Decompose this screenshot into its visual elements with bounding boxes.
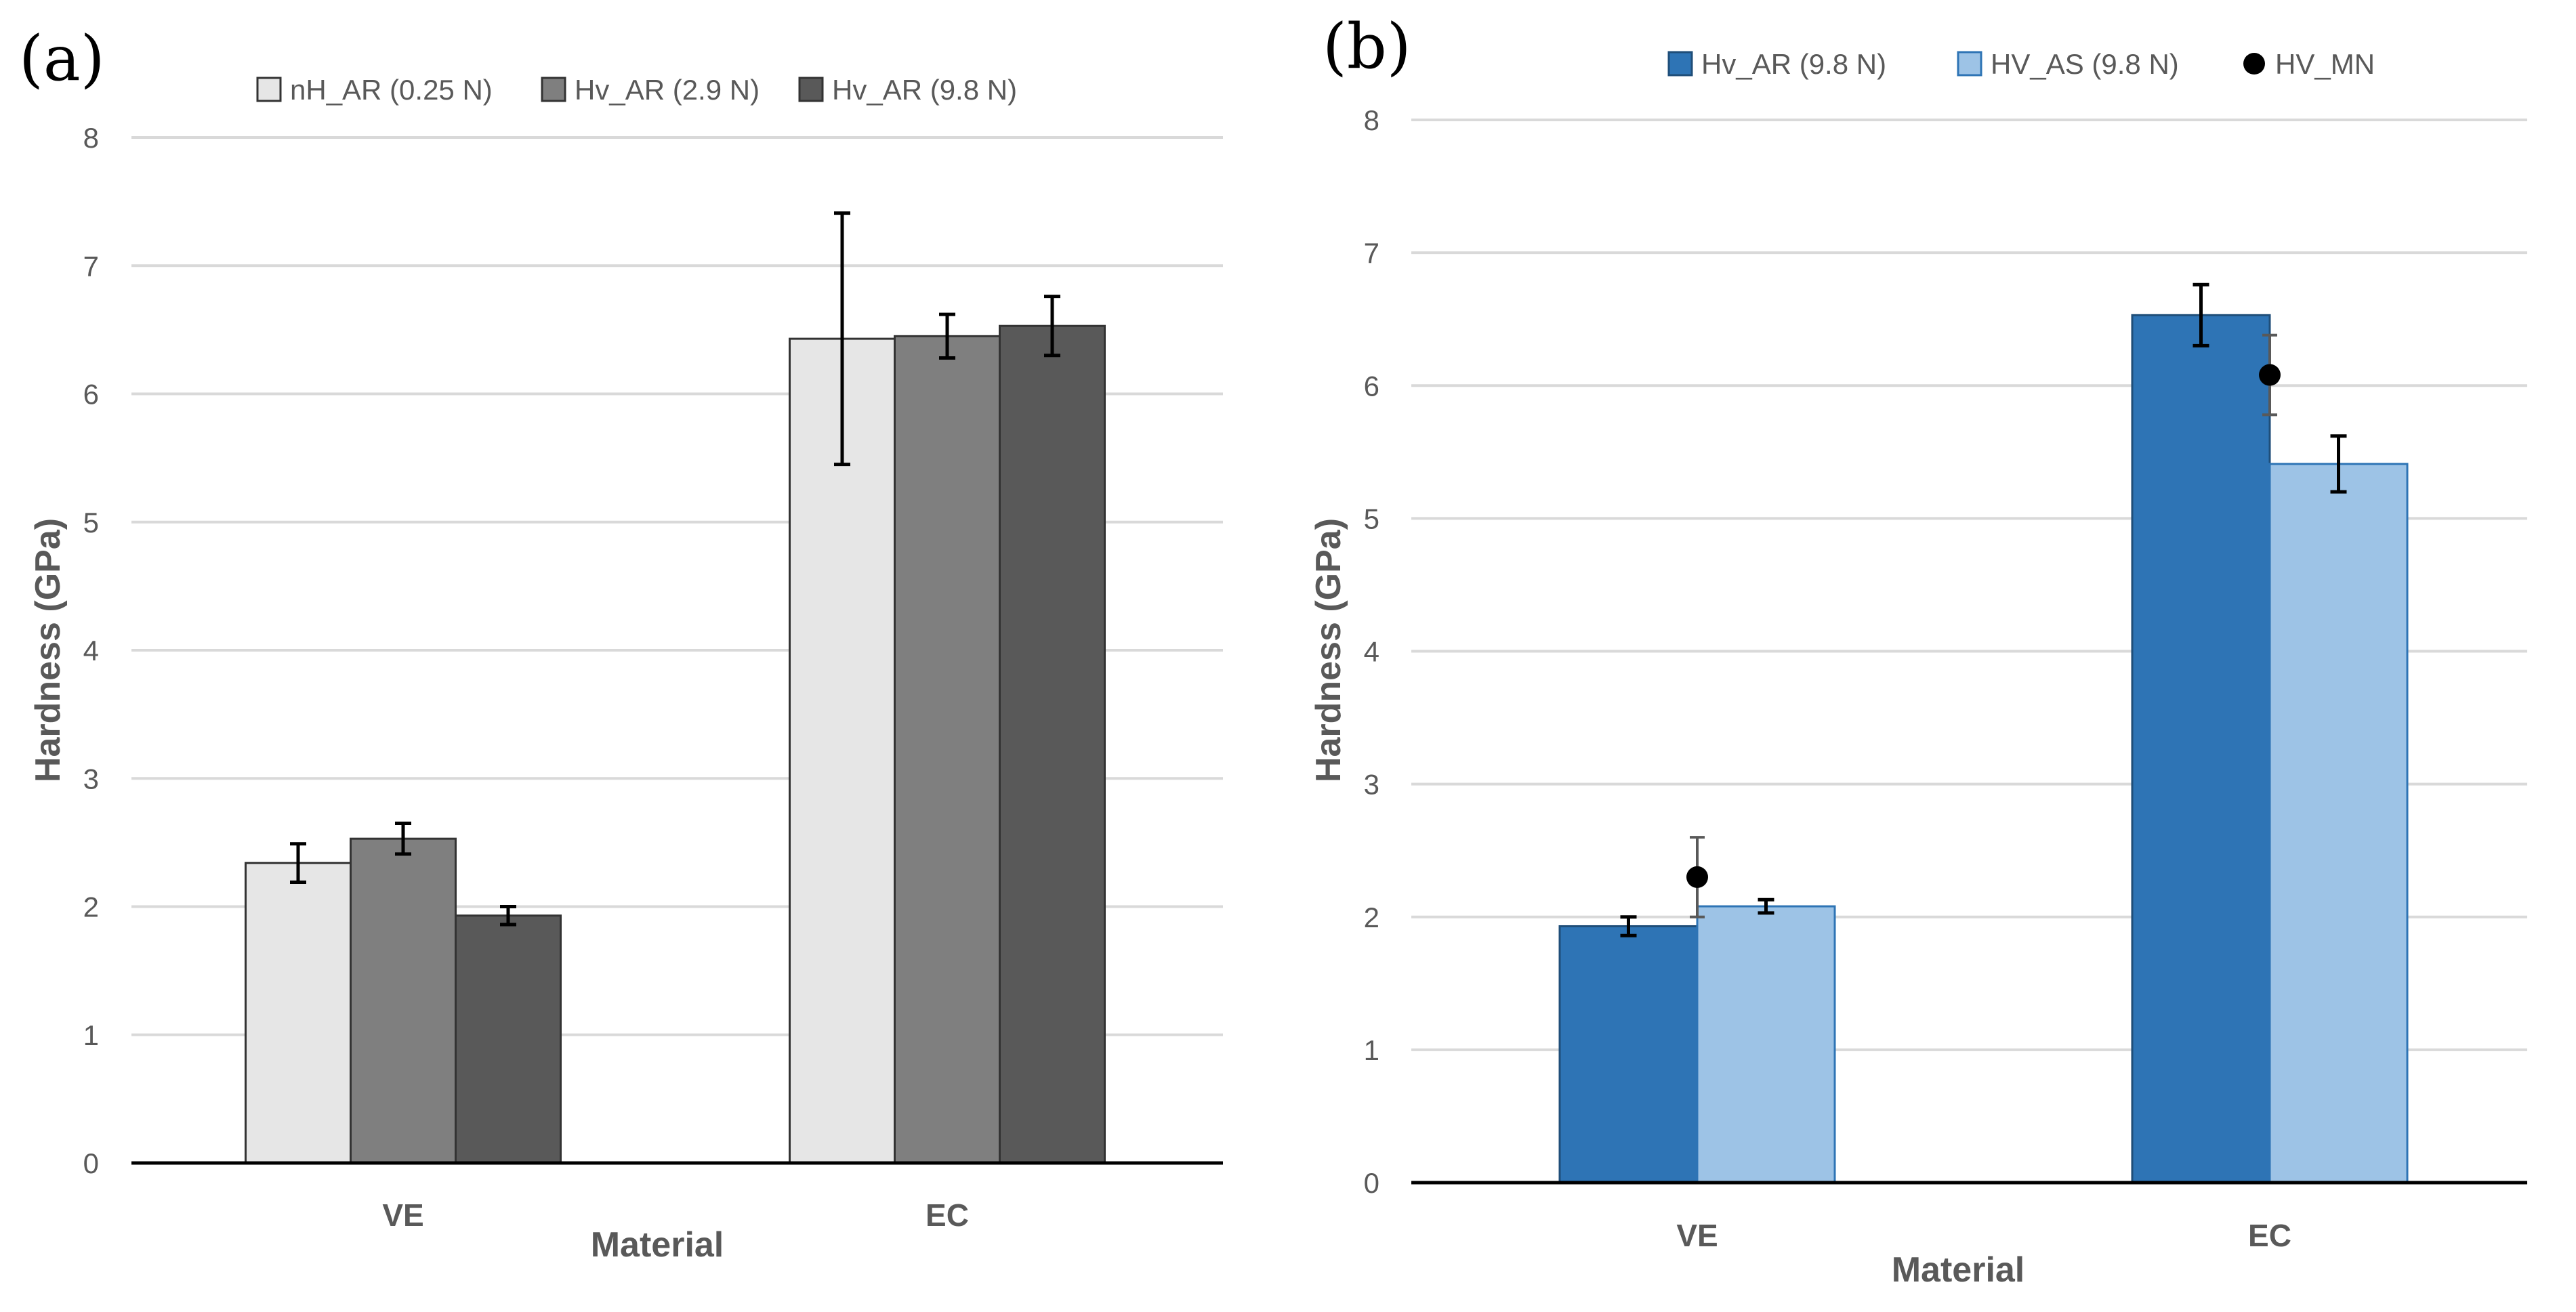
legend-swatch <box>1667 51 1693 77</box>
legend-label: Hv_AR (9.8 N) <box>1701 48 1886 80</box>
bar-hv-ar-9-8-n--ec <box>2131 314 2271 1184</box>
bar-nh-ar-0-25-n--ve <box>245 862 352 1164</box>
legend-swatch <box>1957 51 1982 77</box>
panel-label: (b) <box>1323 10 1411 83</box>
y-tick-label: 3 <box>1364 769 1379 801</box>
y-tick-label: 4 <box>83 635 99 666</box>
point-hv-mn-ve <box>1686 866 1708 888</box>
y-tick-label: 6 <box>83 379 99 410</box>
y-tick-label: 6 <box>1364 370 1379 402</box>
x-axis-title: Material <box>1892 1250 2025 1290</box>
legend-swatch <box>798 77 824 102</box>
bar-hv-ar-2-9-n--ec <box>894 335 1001 1164</box>
y-tick-label: 4 <box>1364 636 1379 668</box>
bar-hv-ar-9-8-n--ec <box>999 324 1106 1164</box>
legend-swatch <box>541 77 566 102</box>
x-axis-title: Material <box>591 1225 724 1265</box>
y-tick-label: 1 <box>1364 1034 1379 1066</box>
y-tick-label: 5 <box>1364 503 1379 534</box>
y-tick-label: 8 <box>83 122 99 154</box>
bar-hv-as-9-8-n--ec <box>2268 463 2409 1184</box>
y-tick-label: 7 <box>1364 237 1379 269</box>
legend-label: Hv_AR (9.8 N) <box>832 74 1017 106</box>
y-tick-label: 0 <box>83 1147 99 1179</box>
legend-swatch <box>256 77 282 102</box>
bar-hv-ar-9-8-n--ve <box>455 914 562 1164</box>
y-tick-label: 7 <box>83 250 99 282</box>
x-category-label: EC <box>2248 1218 2291 1253</box>
y-tick-label: 2 <box>1364 902 1379 933</box>
panel-label: (a) <box>19 22 105 95</box>
x-category-label: EC <box>926 1198 969 1233</box>
legend-label: HV_AS (9.8 N) <box>1991 48 2179 80</box>
y-tick-label: 1 <box>83 1019 99 1051</box>
legend-label: Hv_AR (2.9 N) <box>575 74 760 106</box>
panel-b-chart: (b) 0 1 2 3 4 5 6 7 8 VE EC Material Hardness (GPa) Hv… <box>1309 10 2527 1290</box>
bar-hv-ar-9-8-n--ve <box>1558 925 1699 1184</box>
y-tick-label: 8 <box>1364 104 1379 136</box>
bar-nh-ar-0-25-n--ec <box>789 337 896 1164</box>
x-category-label: VE <box>1676 1218 1718 1253</box>
panel-a-chart: (a) 0 1 2 3 4 5 6 7 8 VE EC Material Hardness (GPa) nH… <box>19 22 1223 1265</box>
legend-label: nH_AR (0.25 N) <box>290 74 493 106</box>
y-axis-title: Hardness (GPa) <box>28 518 68 782</box>
bar-hv-as-9-8-n--ve <box>1696 905 1836 1184</box>
x-category-label: VE <box>382 1198 423 1233</box>
y-axis-title: Hardness (GPa) <box>1309 518 1348 782</box>
point-hv-mn-ec <box>2259 364 2281 386</box>
legend-marker <box>2243 53 2265 75</box>
y-tick-label: 5 <box>83 507 99 538</box>
y-tick-label: 3 <box>83 763 99 795</box>
legend-label: HV_MN <box>2275 48 2375 80</box>
y-tick-label: 2 <box>83 891 99 923</box>
y-tick-label: 0 <box>1364 1167 1379 1199</box>
bar-hv-ar-2-9-n--ve <box>350 837 457 1164</box>
